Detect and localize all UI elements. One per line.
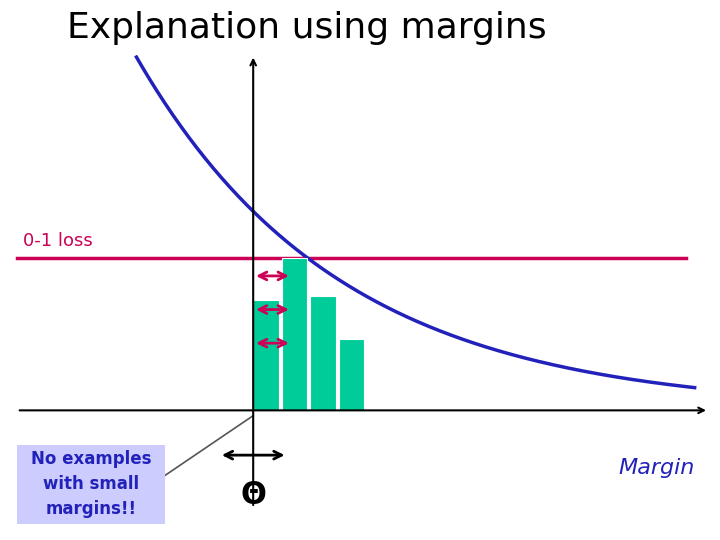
Text: No examples
with small
margins!!: No examples with small margins!! [31,450,151,518]
Text: Margin: Margin [618,458,695,478]
Bar [253,300,279,410]
Text: Explanation using margins: Explanation using margins [67,11,546,45]
Bar [310,296,336,410]
Bar [17,444,165,524]
Text: 0-1 loss: 0-1 loss [22,232,92,249]
Text: Θ: Θ [240,482,266,510]
Bar [338,339,364,410]
Bar [282,258,307,410]
